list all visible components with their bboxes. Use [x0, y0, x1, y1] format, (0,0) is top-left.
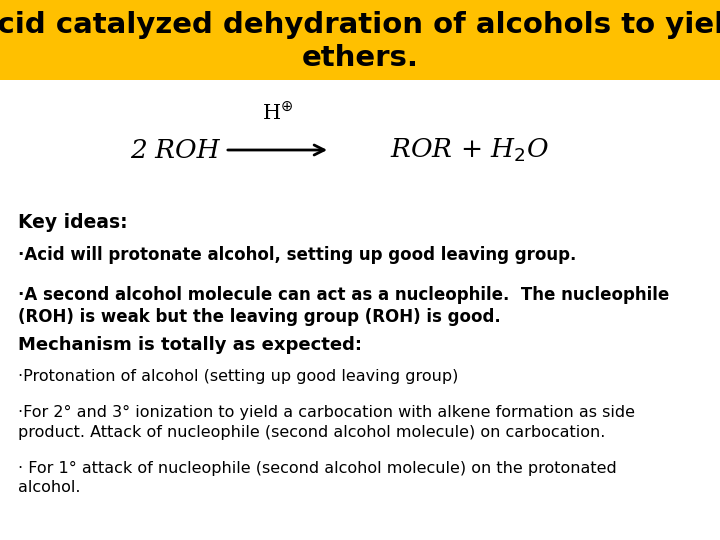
Text: Acid catalyzed dehydration of alcohols to yield: Acid catalyzed dehydration of alcohols t…	[0, 11, 720, 39]
Text: ethers.: ethers.	[302, 44, 418, 72]
Text: H$^{\oplus}$: H$^{\oplus}$	[262, 100, 294, 123]
Text: Mechanism is totally as expected:: Mechanism is totally as expected:	[18, 336, 362, 354]
Text: (ROH) is weak but the leaving group (ROH) is good.: (ROH) is weak but the leaving group (ROH…	[18, 308, 500, 326]
Text: ·Protonation of alcohol (setting up good leaving group): ·Protonation of alcohol (setting up good…	[18, 369, 459, 384]
Text: product. Attack of nucleophile (second alcohol molecule) on carbocation.: product. Attack of nucleophile (second a…	[18, 424, 606, 440]
Text: 2 ROH: 2 ROH	[130, 138, 220, 163]
Text: ROR + H$_2$O: ROR + H$_2$O	[390, 136, 549, 164]
Text: ·A second alcohol molecule can act as a nucleophile.  The nucleophile: ·A second alcohol molecule can act as a …	[18, 286, 670, 304]
Text: ·For 2° and 3° ionization to yield a carbocation with alkene formation as side: ·For 2° and 3° ionization to yield a car…	[18, 404, 635, 420]
Text: ·Acid will protonate alcohol, setting up good leaving group.: ·Acid will protonate alcohol, setting up…	[18, 246, 577, 264]
Text: · For 1° attack of nucleophile (second alcohol molecule) on the protonated: · For 1° attack of nucleophile (second a…	[18, 461, 617, 476]
Bar	[0, 0, 720, 80]
Text: alcohol.: alcohol.	[18, 481, 81, 496]
Text: Key ideas:: Key ideas:	[18, 213, 127, 232]
